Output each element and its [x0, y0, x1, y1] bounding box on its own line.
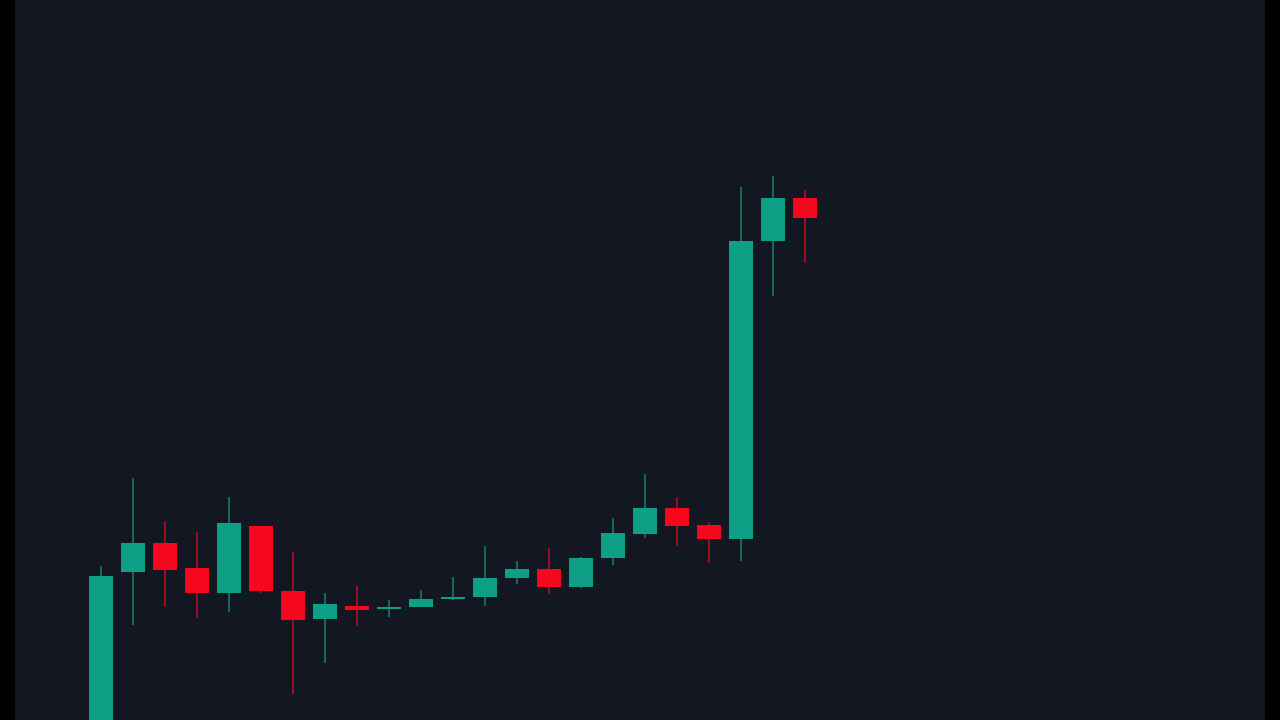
candle-body	[281, 591, 305, 620]
candle-body	[729, 241, 753, 539]
candle-body	[89, 576, 113, 720]
candle-body	[793, 198, 817, 218]
candle-body	[569, 558, 593, 587]
candle-body	[537, 569, 561, 587]
plot-area	[15, 0, 1265, 720]
candle-body	[473, 578, 497, 597]
candle-body	[153, 543, 177, 570]
candle-body	[249, 526, 273, 591]
candle-body	[185, 568, 209, 593]
candle-body	[633, 508, 657, 534]
candle-body	[665, 508, 689, 526]
candle-body	[505, 569, 529, 578]
candle-body	[345, 606, 369, 610]
candle-body	[697, 525, 721, 539]
candle-body	[409, 599, 433, 607]
candle-body	[601, 533, 625, 558]
candle-body	[761, 198, 785, 241]
candle-body	[377, 607, 401, 609]
candle-body	[121, 543, 145, 572]
candle-body	[313, 604, 337, 619]
candle-body	[217, 523, 241, 593]
candle-body	[441, 597, 465, 599]
